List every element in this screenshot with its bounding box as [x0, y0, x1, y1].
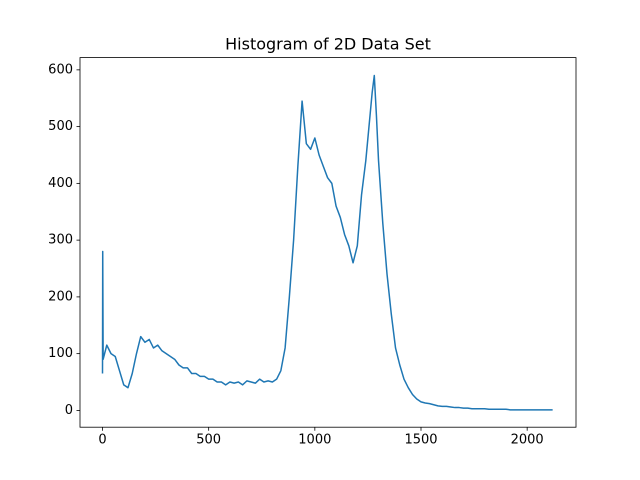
x-tick-label: 0: [98, 433, 106, 448]
y-tick-label: 300: [48, 233, 73, 248]
y-tick-label: 500: [48, 119, 73, 134]
y-tick-label: 400: [48, 176, 73, 191]
plot-frame: [79, 57, 577, 428]
chart-title: Histogram of 2D Data Set: [225, 35, 431, 54]
data-line: [101, 74, 553, 411]
x-tick-label: 2000: [511, 433, 544, 448]
x-tick-label: 500: [196, 433, 221, 448]
x-tick-label: 1500: [404, 433, 437, 448]
y-tick-label: 600: [48, 62, 73, 77]
y-tick-label: 100: [48, 346, 73, 361]
y-tick-label: 200: [48, 289, 73, 304]
x-tick-label: 1000: [298, 433, 331, 448]
y-tick-label: 0: [65, 403, 73, 418]
